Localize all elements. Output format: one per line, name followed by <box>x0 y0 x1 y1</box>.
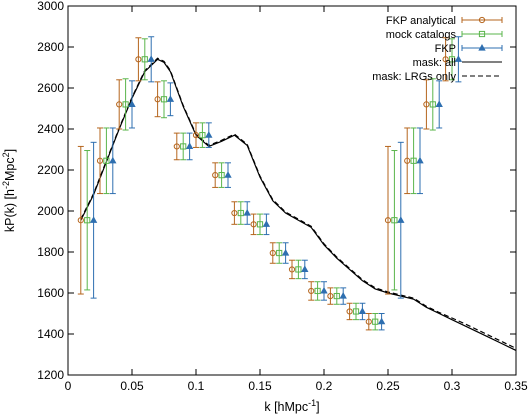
data-point <box>135 56 142 63</box>
data-point <box>308 287 315 295</box>
y-tick-label: 2400 <box>37 122 64 136</box>
data-point <box>346 308 353 315</box>
y-tick-label: 1800 <box>37 245 64 259</box>
data-point <box>122 101 129 108</box>
data-point <box>128 100 136 107</box>
data-point <box>397 216 405 223</box>
data-point <box>339 292 347 299</box>
legend-label: mock catalogs <box>386 29 457 41</box>
data-point <box>180 143 187 150</box>
data-point <box>314 287 321 295</box>
data-point <box>96 157 104 164</box>
series-fkp-analytical <box>77 37 449 331</box>
data-point <box>327 292 334 300</box>
data-point <box>154 96 161 103</box>
data-point <box>352 308 360 315</box>
data-point <box>224 171 232 178</box>
data-point <box>192 132 200 139</box>
data-point <box>478 43 486 51</box>
x-tick-label: 0.05 <box>120 379 144 393</box>
data-point <box>237 209 244 217</box>
data-point <box>404 157 411 164</box>
data-point <box>448 56 456 63</box>
data-point <box>147 55 155 62</box>
x-tick-label: 0.25 <box>376 379 400 393</box>
y-tick-label: 1200 <box>37 368 64 382</box>
data-point <box>185 142 194 150</box>
data-point <box>160 96 168 103</box>
data-point <box>423 101 430 108</box>
data-point <box>333 292 340 300</box>
data-point <box>262 220 271 227</box>
data-point <box>365 318 372 325</box>
y-tick-label: 2200 <box>37 163 64 177</box>
x-tick-label: 0.2 <box>316 379 333 393</box>
data-point <box>116 101 123 108</box>
y-tick-label: 2000 <box>37 204 64 218</box>
y-tick-label: 1600 <box>37 286 64 300</box>
series-group <box>77 36 516 351</box>
y-axis-label: kP(k) [h-2Mpc2] <box>1 149 17 232</box>
x-tick-label: 0.1 <box>188 379 205 393</box>
y-tick-label: 1400 <box>37 327 64 341</box>
legend-label: FKP <box>435 43 456 55</box>
data-point <box>391 217 398 224</box>
data-point <box>372 318 379 325</box>
data-point <box>288 266 296 273</box>
data-point <box>281 249 290 256</box>
data-point <box>478 16 486 24</box>
plot-area <box>77 36 516 351</box>
data-point <box>478 30 486 38</box>
legend-label: mask: all <box>413 57 456 69</box>
data-point <box>429 101 436 108</box>
data-point <box>77 217 84 224</box>
y-tick-label: 2800 <box>37 40 64 54</box>
x-tick-label: 0 <box>65 379 72 393</box>
series-fkp <box>89 36 463 331</box>
x-tick-label: 0.3 <box>444 379 461 393</box>
data-point <box>410 157 417 164</box>
series-line-mask-all <box>80 58 516 351</box>
x-tick-label: 0.35 <box>504 379 528 393</box>
x-tick-label: 0.15 <box>248 379 272 393</box>
data-point <box>435 100 443 107</box>
y-tick-label: 2600 <box>37 81 64 95</box>
data-point <box>454 55 463 62</box>
legend: FKP analytical mock catalogs FKP mask: all m… <box>372 15 503 83</box>
data-point <box>320 286 328 294</box>
data-point <box>416 156 424 164</box>
data-point <box>269 249 276 257</box>
data-point <box>218 172 225 179</box>
series-mock-catalogs <box>84 38 456 331</box>
data-point <box>295 266 302 273</box>
data-point <box>205 131 213 138</box>
data-point <box>89 216 98 223</box>
data-point <box>109 156 117 164</box>
data-point <box>173 143 180 150</box>
legend-label: mask: LRGs only <box>372 71 456 83</box>
data-point <box>231 209 238 217</box>
data-point <box>141 56 148 63</box>
legend-label: FKP analytical <box>386 15 456 27</box>
data-point <box>243 209 251 216</box>
data-point <box>84 217 91 224</box>
data-point <box>384 217 392 224</box>
series-line-mask-lrgs-only <box>80 57 516 349</box>
data-point <box>276 249 283 257</box>
data-point <box>250 221 257 228</box>
data-point <box>166 95 175 102</box>
plot-frame <box>67 5 517 376</box>
data-point <box>442 56 449 63</box>
data-point <box>358 307 367 315</box>
data-point <box>301 265 309 273</box>
data-point <box>199 132 206 139</box>
x-axis-label: k [hMpc-1] <box>264 398 319 414</box>
data-point <box>103 157 110 164</box>
data-point <box>377 317 386 325</box>
data-point <box>256 221 264 228</box>
data-point <box>212 172 219 179</box>
y-tick-label: 3000 <box>37 0 64 13</box>
